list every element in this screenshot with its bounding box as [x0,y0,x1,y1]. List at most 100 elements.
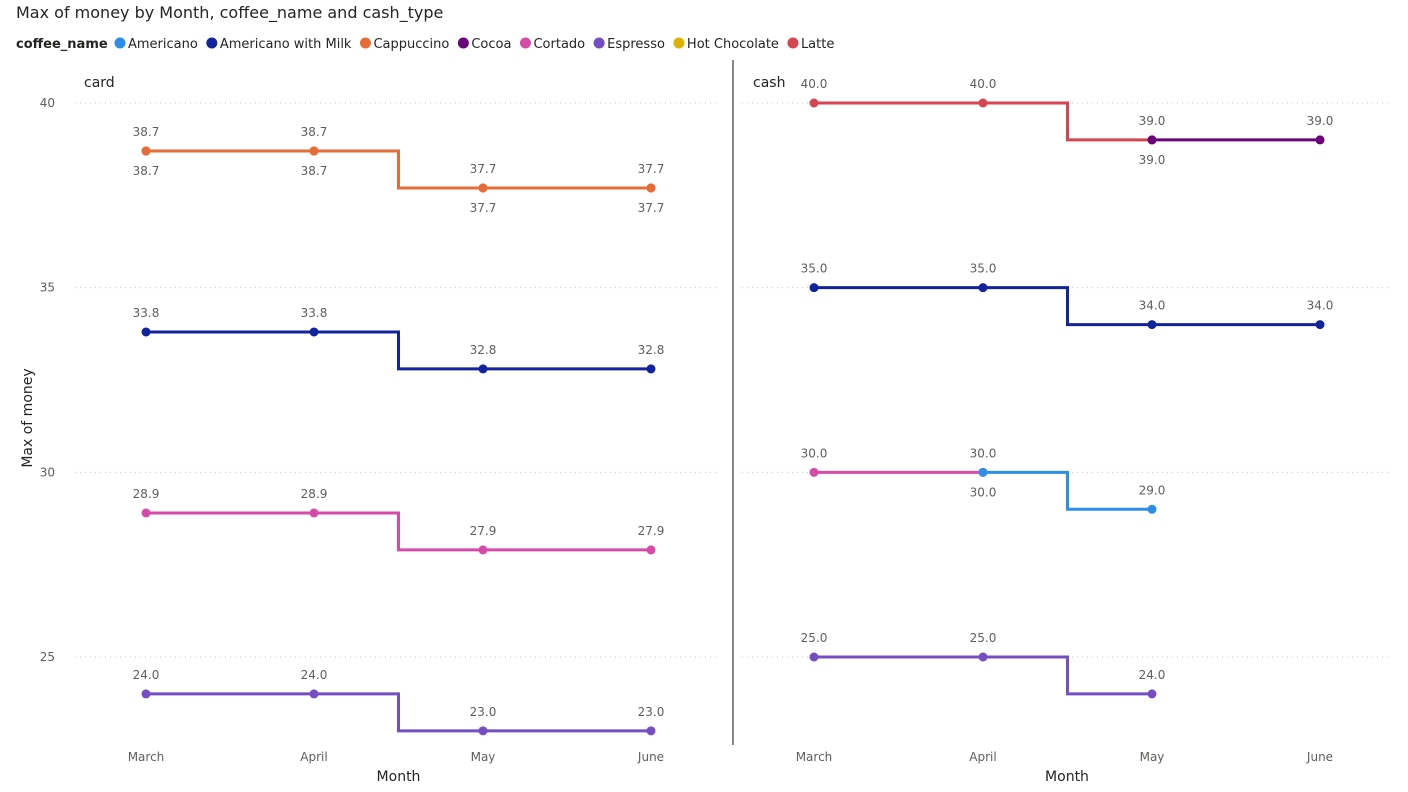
data-point[interactable] [978,652,988,662]
data-point[interactable] [809,98,819,108]
data-label: 39.0 [1139,153,1166,167]
series-espresso: 25.0 25.0 24.0 [801,631,1165,699]
data-point[interactable] [141,146,151,156]
series-latte: 40.0 40.0 39.0 [801,77,1166,145]
data-point[interactable] [809,652,819,662]
data-point[interactable] [978,98,988,108]
series-americano: 30.0 29.0 [970,467,1166,514]
data-point[interactable] [1147,320,1157,330]
data-point[interactable] [646,726,656,736]
data-label: 28.9 [301,487,328,501]
legend-label-0[interactable]: Americano [128,37,198,52]
data-label: 39.0 [1307,114,1334,128]
legend-marker-7[interactable] [787,37,799,49]
legend-label-5[interactable]: Espresso [607,37,665,52]
legend-marker-6[interactable] [673,37,685,49]
series-line [983,470,1152,511]
data-label: 38.7 [301,164,328,178]
panel-title: cash [753,75,785,91]
series-americano-with-milk: 35.0 35.0 34.0 34.0 [801,262,1333,330]
data-label: 32.8 [638,343,665,357]
series-americano-with-milk: 33.8 33.8 32.8 32.8 [133,306,665,374]
data-point[interactable] [309,508,319,518]
legend-title: coffee_name [16,37,108,52]
legend: coffee_name Americano Americano with Milk… [16,37,834,52]
data-label: 24.0 [301,668,328,682]
data-label: 37.7 [638,162,665,176]
series-line [146,692,651,733]
data-label: 29.0 [1139,483,1166,497]
x-tick-label: March [796,750,833,764]
data-point[interactable] [478,726,488,736]
data-label: 37.7 [470,201,497,215]
legend-label-6[interactable]: Hot Chocolate [687,37,779,52]
legend-marker-0[interactable] [114,37,126,49]
data-point[interactable] [646,545,656,555]
data-point[interactable] [309,327,319,337]
data-point[interactable] [809,283,819,293]
data-point[interactable] [478,364,488,374]
series-line [814,655,1152,696]
data-label: 34.0 [1139,299,1166,313]
data-point[interactable] [141,508,151,518]
data-label: 38.7 [133,125,160,139]
legend-marker-5[interactable] [593,37,605,49]
data-label: 32.8 [470,343,497,357]
data-point[interactable] [309,689,319,699]
legend-label-3[interactable]: Cocoa [471,37,511,52]
series-line [814,286,1320,327]
data-point[interactable] [141,327,151,337]
data-point[interactable] [646,183,656,193]
legend-label-2[interactable]: Cappuccino [373,37,449,52]
data-point[interactable] [478,183,488,193]
data-label: 38.7 [133,164,160,178]
x-tick-label: April [969,750,996,764]
x-tick-label: May [1140,750,1165,764]
y-tick-label: 35 [40,281,55,295]
data-label: 27.9 [638,524,665,538]
data-point[interactable] [978,467,988,477]
data-label: 23.0 [470,705,497,719]
data-label: 27.9 [470,524,497,538]
data-point[interactable] [978,283,988,293]
legend-label-4[interactable]: Cortado [533,37,585,52]
data-point[interactable] [1315,135,1325,145]
x-axis-title: Month [377,769,421,785]
chart-title: Max of money by Month, coffee_name and c… [16,3,443,23]
series-cortado: 28.9 28.9 27.9 27.9 [133,487,665,555]
x-axis-title: Month [1045,769,1089,785]
series-line [146,511,651,552]
data-label: 30.0 [970,446,997,460]
data-point[interactable] [141,689,151,699]
data-label: 35.0 [801,262,828,276]
legend-marker-1[interactable] [206,37,218,49]
y-tick-label: 40 [40,96,55,110]
panel-title: card [84,75,115,91]
data-point[interactable] [1315,320,1325,330]
data-point[interactable] [809,467,819,477]
data-point[interactable] [1147,135,1157,145]
data-label: 28.9 [133,487,160,501]
data-label: 30.0 [970,485,997,499]
legend-label-1[interactable]: Americano with Milk [220,37,352,52]
data-point[interactable] [646,364,656,374]
data-label: 24.0 [133,668,160,682]
series-cappuccino: 38.7 38.7 37.7 37.7 [133,146,664,215]
data-label: 39.0 [1139,114,1166,128]
legend-marker-4[interactable] [519,37,531,49]
data-point[interactable] [1147,689,1157,699]
data-label: 38.7 [301,125,328,139]
series-line [814,101,1152,142]
data-point[interactable] [1147,504,1157,514]
legend-marker-2[interactable] [359,37,371,49]
data-point[interactable] [478,545,488,555]
data-point[interactable] [309,146,319,156]
x-tick-label: May [471,750,496,764]
series-cocoa: 39.0 39.0 [1139,114,1334,167]
data-label: 30.0 [801,446,828,460]
data-label: 40.0 [970,77,997,91]
legend-label-7[interactable]: Latte [801,37,834,52]
legend-marker-3[interactable] [457,37,469,49]
